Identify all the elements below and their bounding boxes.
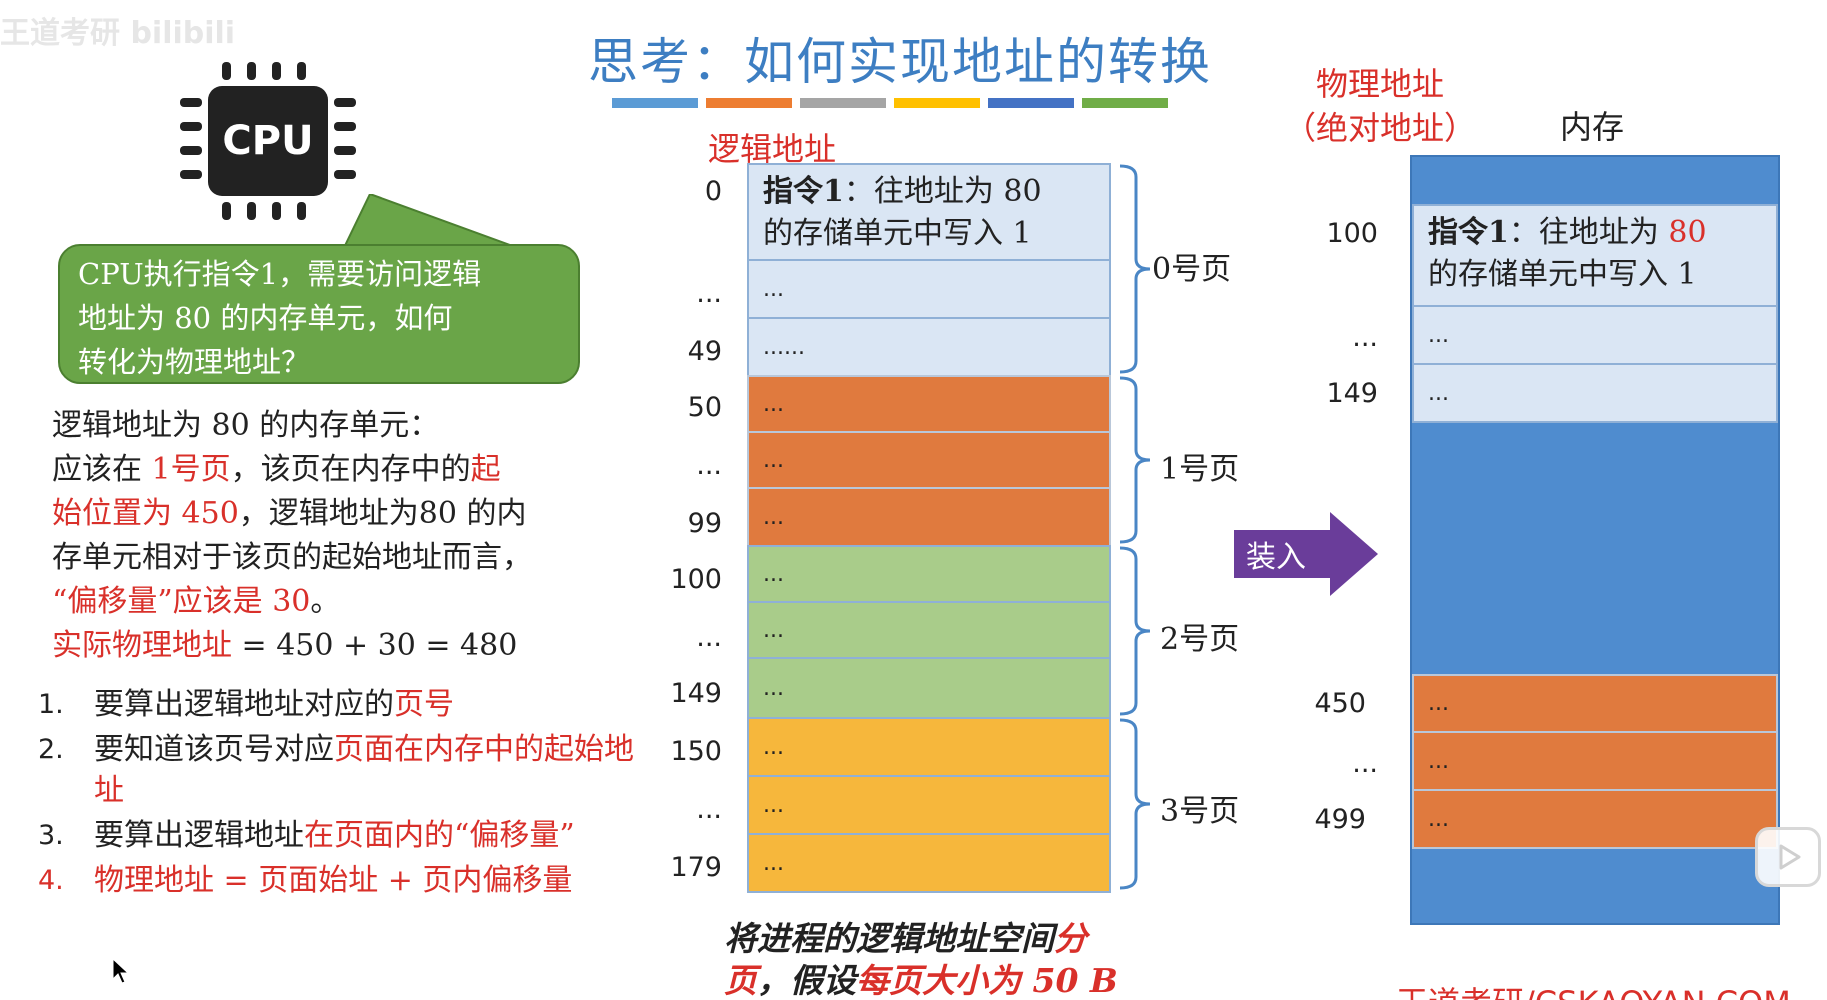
physical-address: ... bbox=[1352, 748, 1378, 779]
explain-line: “偏移量”应该是 30。 bbox=[52, 584, 341, 619]
cpu-pin bbox=[297, 202, 306, 220]
logical-address: 49 bbox=[687, 336, 722, 367]
logical-address: ... bbox=[696, 622, 722, 653]
physical-memory-cell: ... bbox=[1412, 789, 1778, 849]
play-icon bbox=[1779, 844, 1801, 870]
load-label: 装入 bbox=[1246, 540, 1306, 575]
slide-title: 思考：如何实现地址的转换 bbox=[588, 33, 1212, 91]
step-item: 1. 要算出逻辑地址对应的页号 bbox=[38, 687, 454, 722]
memory-cell: ... bbox=[747, 431, 1111, 489]
explain-line: 实际物理地址 = 450 + 30 = 480 bbox=[52, 628, 518, 663]
cpu-pin bbox=[247, 202, 256, 220]
logical-address-label: 逻辑地址 bbox=[708, 130, 837, 168]
physical-address: 149 bbox=[1326, 378, 1378, 409]
bubble-line: 地址为 80 的内存单元，如何 bbox=[78, 301, 453, 335]
physical-address: ... bbox=[1352, 322, 1378, 353]
title-bar-segment bbox=[612, 98, 698, 108]
cpu-pin bbox=[272, 202, 281, 220]
logical-address: 99 bbox=[687, 508, 722, 539]
explain-line: 应该在 1号页，该页在内存中的起 bbox=[52, 452, 501, 487]
cpu-pin bbox=[180, 98, 202, 107]
page-brace bbox=[1119, 718, 1151, 890]
steps-list: 1. 要算出逻辑地址对应的页号 2. 要知道该页号对应页面在内存中的起始地址 3. 要… bbox=[38, 684, 658, 905]
cpu-pin bbox=[222, 62, 231, 80]
logical-address: ... bbox=[696, 278, 722, 309]
explain-line: 逻辑地址为 80 的内存单元： bbox=[52, 408, 440, 443]
physical-memory-cell: ... bbox=[1412, 731, 1778, 791]
page-brace bbox=[1119, 546, 1151, 716]
logical-address: 0 bbox=[704, 176, 722, 207]
logical-address: ... bbox=[696, 794, 722, 825]
bubble-tail bbox=[338, 194, 541, 256]
watermark-bottom: 王道考研/CSKAOYAN.COM bbox=[1396, 978, 1791, 1000]
physical-address: 100 bbox=[1326, 218, 1378, 249]
cpu-chip-icon: CPU bbox=[178, 56, 358, 226]
paging-caption: 将进程的逻辑地址空间分 页，假设每页大小为 50 B bbox=[724, 919, 1118, 1000]
memory-cell: ...... bbox=[747, 317, 1111, 377]
explain-line: 始位置为 450，逻辑地址为80 的内 bbox=[52, 496, 527, 531]
step-item: 3. 要算出逻辑地址在页面内的“偏移量” bbox=[38, 818, 575, 853]
explain-line: 存单元相对于该页的起始地址而言， bbox=[52, 540, 532, 575]
logical-address: 50 bbox=[687, 392, 722, 423]
page-label: 3号页 bbox=[1160, 794, 1240, 829]
logical-address: 100 bbox=[670, 564, 722, 595]
cpu-pin bbox=[272, 62, 281, 80]
cpu-speech-bubble: CPU执行指令1，需要访问逻辑 地址为 80 的内存单元，如何 转化为物理地址？ bbox=[58, 244, 580, 384]
physical-address-label: 物理地址 （绝对地址） bbox=[1283, 65, 1476, 147]
memory-cell: ... bbox=[747, 487, 1111, 547]
memory-cell: ... bbox=[747, 717, 1111, 777]
title-bar-segment bbox=[800, 98, 886, 108]
play-button[interactable] bbox=[1755, 827, 1821, 887]
physical-instruction-cell: 指令1：往地址为 80 的存储单元中写入 1 bbox=[1412, 204, 1778, 307]
bubble-line: CPU执行指令1，需要访问逻辑 bbox=[78, 257, 482, 291]
cpu-pin bbox=[180, 122, 202, 131]
cpu-pin bbox=[222, 202, 231, 220]
memory-label: 内存 bbox=[1560, 108, 1625, 146]
physical-memory-cell: ... bbox=[1412, 674, 1778, 733]
page-brace bbox=[1119, 376, 1151, 544]
page-label: 0号页 bbox=[1152, 252, 1232, 287]
physical-memory-cell: ... bbox=[1412, 305, 1778, 365]
page-brace bbox=[1119, 164, 1151, 374]
title-bar-segment bbox=[988, 98, 1074, 108]
mouse-cursor-icon bbox=[112, 958, 130, 984]
step-item: 2. 要知道该页号对应页面在内存中的起始地址 bbox=[38, 732, 634, 808]
logical-address: 150 bbox=[670, 736, 722, 767]
page-label: 1号页 bbox=[1160, 452, 1240, 487]
cpu-pin bbox=[334, 98, 356, 107]
physical-address: 499 bbox=[1314, 804, 1366, 835]
memory-cell: ... bbox=[747, 833, 1111, 893]
watermark-top: 王道考研 bilibili bbox=[0, 16, 236, 51]
logical-address: 179 bbox=[670, 852, 722, 883]
memory-cell: ... bbox=[747, 259, 1111, 319]
page-label: 2号页 bbox=[1160, 622, 1240, 657]
memory-cell: ... bbox=[747, 545, 1111, 603]
step-item: 4. 物理地址 = 页面始址 + 页内偏移量 bbox=[38, 863, 573, 898]
cpu-pin bbox=[180, 170, 202, 179]
memory-cell: ... bbox=[747, 601, 1111, 659]
cpu-chip-label: CPU bbox=[208, 86, 328, 196]
instruction-cell: 指令1：往地址为 80 的存储单元中写入 1 bbox=[747, 163, 1111, 261]
title-bar-segment bbox=[894, 98, 980, 108]
memory-cell: ... bbox=[747, 775, 1111, 835]
cpu-pin bbox=[247, 62, 256, 80]
physical-memory-cell: ... bbox=[1412, 363, 1778, 423]
cpu-pin bbox=[297, 62, 306, 80]
logical-address: ... bbox=[696, 450, 722, 481]
cpu-pin bbox=[180, 146, 202, 155]
memory-cell: ... bbox=[747, 375, 1111, 433]
logical-address: 149 bbox=[670, 678, 722, 709]
load-arrow-icon bbox=[1234, 512, 1378, 596]
physical-address: 450 bbox=[1314, 688, 1366, 719]
title-bar-segment bbox=[1082, 98, 1168, 108]
title-bar-segment bbox=[706, 98, 792, 108]
cpu-pin bbox=[334, 122, 356, 131]
bubble-line: 转化为物理地址？ bbox=[78, 345, 311, 379]
memory-cell: ... bbox=[747, 657, 1111, 719]
cpu-pin bbox=[334, 146, 356, 155]
title-color-bars bbox=[612, 98, 1168, 108]
explanation-text: 逻辑地址为 80 的内存单元： 应该在 1号页，该页在内存中的起 始位置为 45… bbox=[52, 404, 652, 668]
cpu-pin bbox=[334, 170, 356, 179]
